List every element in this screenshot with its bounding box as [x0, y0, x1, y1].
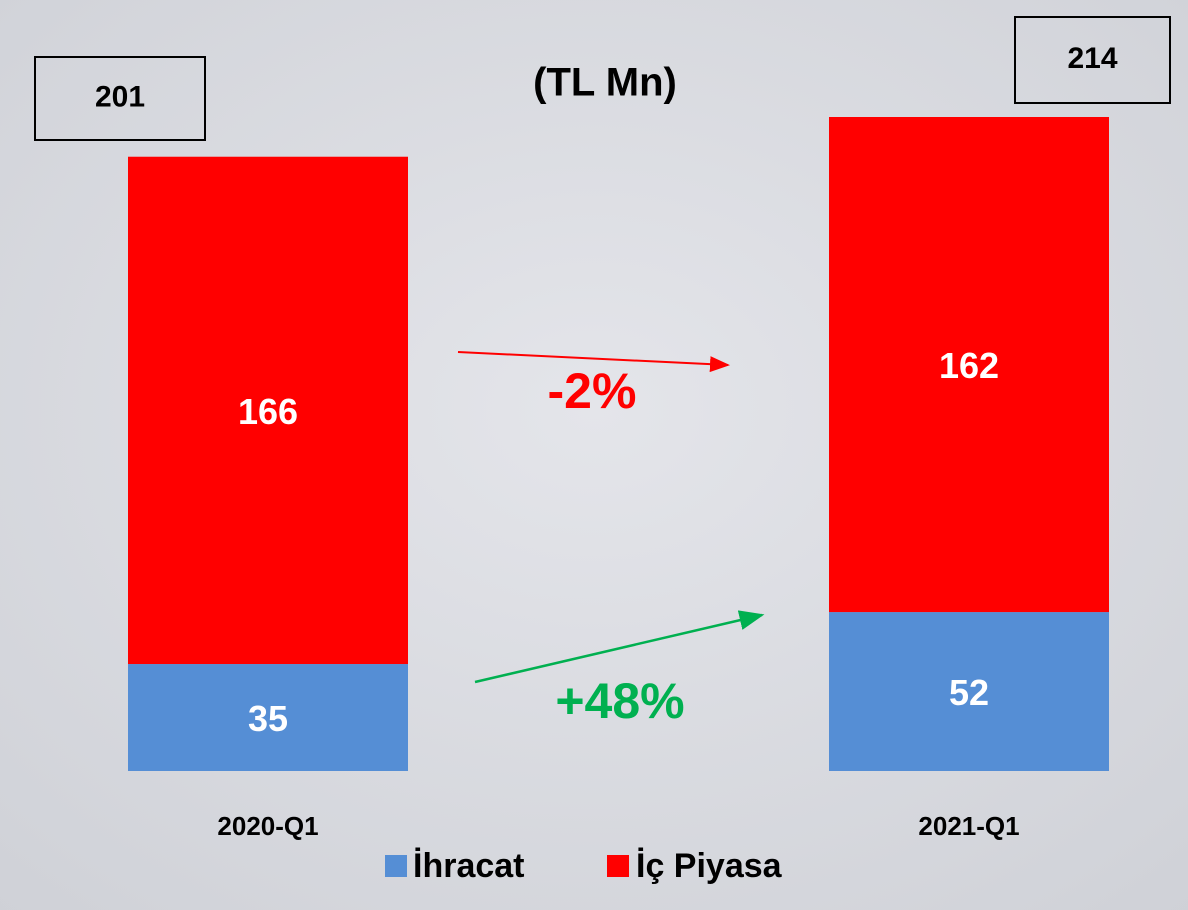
x-tick-label: 2021-Q1 [918, 811, 1019, 841]
bar-segment [128, 156, 408, 665]
legend-label: İhracat [413, 847, 525, 885]
data-label: 166 [238, 391, 298, 432]
bar-segment [829, 117, 1109, 613]
annotation: +48% [555, 673, 684, 729]
legend-swatch [385, 855, 407, 877]
bar-segment [829, 612, 1109, 771]
total-box [34, 56, 206, 141]
chart-title: (TL Mn) [533, 61, 677, 105]
annotation: -2% [548, 363, 637, 419]
data-label: 52 [949, 672, 989, 713]
trend-arrow [457, 351, 730, 373]
bar-segment [128, 664, 408, 771]
data-label: 162 [939, 345, 999, 386]
total-label: 201 [95, 80, 145, 113]
trend-arrow [474, 610, 765, 684]
total-box [1014, 16, 1171, 104]
legend-label: İç Piyasa [636, 847, 783, 885]
data-label: 35 [248, 698, 288, 739]
legend-swatch [607, 855, 629, 877]
x-tick-label: 2020-Q1 [217, 811, 318, 841]
total-label: 214 [1067, 42, 1117, 75]
